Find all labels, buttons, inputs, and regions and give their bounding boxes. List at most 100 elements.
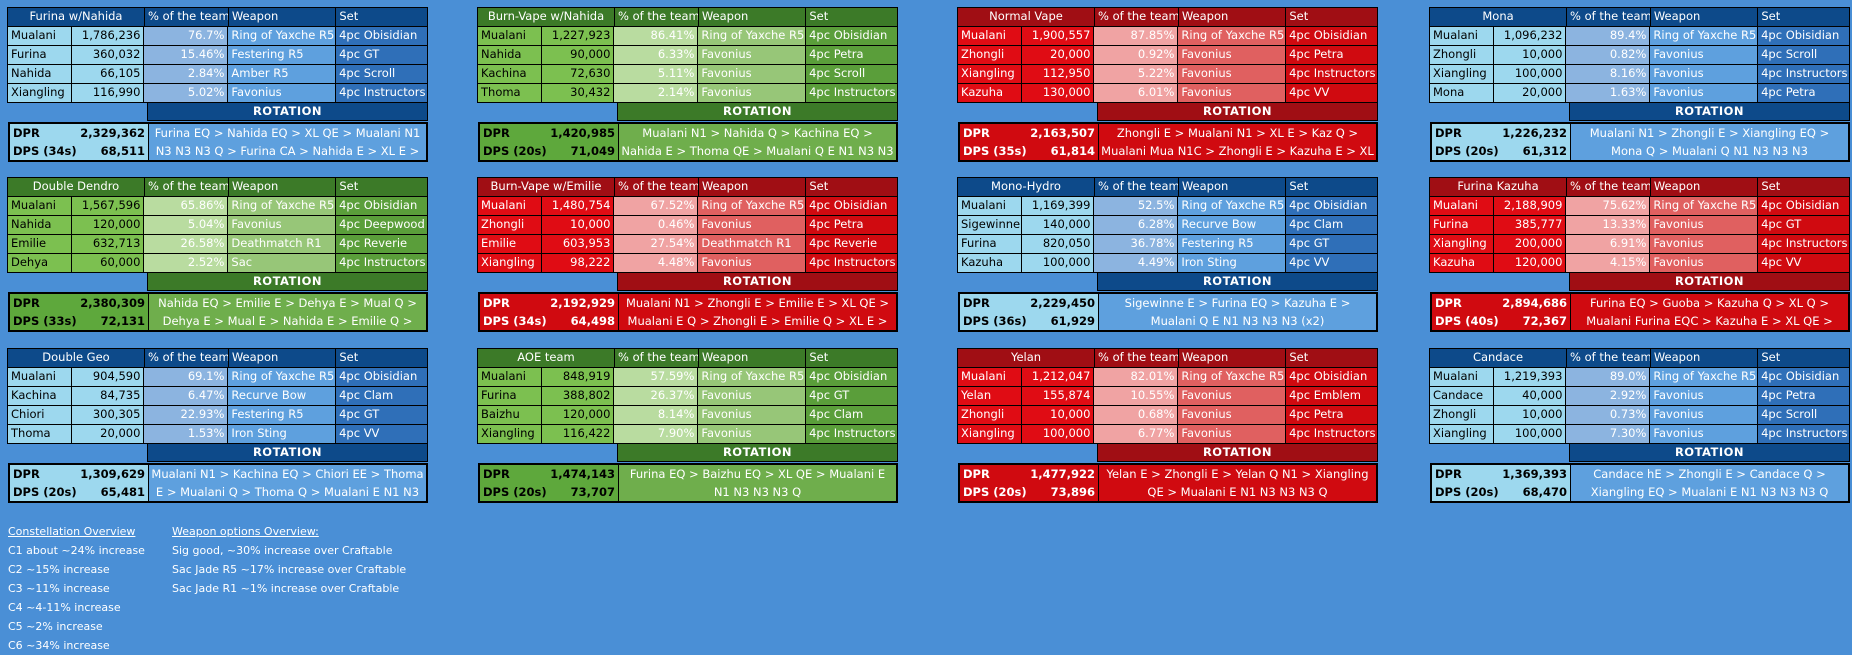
set-cell: 4pc Instructors [1757,64,1850,84]
table-row: Thoma 30,432 2.14% Favonius 4pc Instructors [477,83,898,103]
table-row: Mona 20,000 1.63% Favonius 4pc Petra [1429,83,1850,103]
header-weapon: Weapon [697,7,807,27]
set-cell: 4pc GT [1757,215,1850,235]
dpr-label: DPR [483,467,510,481]
team-percent: 67.52% [613,196,699,216]
team-percent: 2.14% [613,83,699,103]
team-percent: 7.90% [613,424,699,444]
table-row: Furina 360,032 15.46% Festering R5 4pc GT [7,45,428,65]
weapon-cell: Favonius [697,45,807,65]
header-percent: % of the team [614,7,699,27]
table-row: Mualani 2,188,909 75.62% Ring of Yaxche R5 4… [1429,196,1850,216]
panel-header-row: Double Dendro% of the team Weapon Set [7,177,429,197]
table-row: Kazuha 130,000 6.01% Favonius 4pc VV [957,83,1378,103]
team-percent: 5.04% [143,215,229,235]
character-damage: 90,000 [541,45,615,65]
set-cell: 4pc Instructors [805,253,898,273]
dps-label: DPS (36s) [963,314,1027,328]
table-row: Furina 388,802 26.37% Favonius 4pc GT [477,386,898,406]
team-name: Candace [1429,348,1568,368]
table-row: Mualani 1,480,754 67.52% Ring of Yaxche R5 4… [477,196,898,216]
header-set: Set [805,7,899,27]
panel-header-row: Normal Vape% of the team Weapon Set [957,7,1379,27]
weapon-cell: Ring of Yaxche R5 [227,367,337,387]
team-percent: 1.63% [1565,83,1651,103]
rotation-text: Yelan E > Zhongli E > Yelan Q N1 > Xiang… [1099,465,1376,501]
team-panel: Double Geo% of the team Weapon Set Mualani 9… [7,348,429,503]
character-name: Mualani [477,196,543,216]
team-percent: 65.86% [143,196,229,216]
header-set: Set [1757,7,1851,27]
character-name: Mualani [957,196,1023,216]
rotation-header: ROTATION [1097,102,1378,121]
dps-label: DPS (20s) [963,485,1027,499]
header-percent: % of the team [1094,7,1179,27]
weapon-cell: Favonius [1177,386,1287,406]
rotation-header: ROTATION [617,443,898,462]
character-damage: 20,000 [1021,45,1095,65]
character-damage: 10,000 [1493,45,1567,65]
header-percent: % of the team [1566,7,1651,27]
set-cell: 4pc Petra [1285,45,1378,65]
character-name: Xiangling [7,83,73,103]
team-percent: 75.62% [1565,196,1651,216]
table-row: Mualani 1,900,557 87.85% Ring of Yaxche R5 4… [957,26,1378,46]
header-weapon: Weapon [227,348,337,368]
team-percent: 26.58% [143,234,229,254]
character-name: Nahida [7,64,73,84]
rotation-text: Mualani N1 > Kachina EQ > Chiori EE > Th… [149,465,426,501]
table-row: Yelan 155,874 10.55% Favonius 4pc Emblem [957,386,1378,406]
team-percent: 6.01% [1093,83,1179,103]
team-percent: 6.28% [1093,215,1179,235]
weapon-cell: Favonius [1177,64,1287,84]
weapon-cell: Favonius [1177,83,1287,103]
weapon-cell: Recurve Bow [1177,215,1287,235]
rotation-text: Nahida EQ > Emilie E > Dehya E > Mual Q … [149,294,426,330]
character-damage: 130,000 [1021,83,1095,103]
team-panel: Candace% of the team Weapon Set Mualani 1,21… [1429,348,1851,503]
table-row: Xiangling 200,000 6.91% Favonius 4pc Instruc… [1429,234,1850,254]
character-damage: 20,000 [71,424,145,444]
character-damage: 100,000 [1021,253,1095,273]
header-percent: % of the team [144,348,229,368]
set-cell: 4pc Petra [1757,83,1850,103]
team-percent: 89.0% [1565,367,1651,387]
set-cell: 4pc GT [335,45,428,65]
character-name: Furina [1429,215,1495,235]
character-name: Nahida [477,45,543,65]
dps-value: 68,470 [1522,485,1567,499]
rotation-text: Sigewinne E > Furina EQ > Kazuha E > Mua… [1099,294,1376,330]
panel-header-row: Furina Kazuha% of the team Weapon Set [1429,177,1851,197]
team-panel: Mono-Hydro% of the team Weapon Set Mualani 1… [957,177,1379,332]
set-cell: 4pc Petra [805,45,898,65]
constellation-line: C4 ~4-11% increase [8,601,121,614]
team-name: Double Geo [7,348,146,368]
set-cell: 4pc Obisidian [335,367,428,387]
character-name: Zhongli [1429,45,1495,65]
weapon-cell: Favonius [1649,45,1759,65]
dpr-value: 2,192,929 [550,296,615,310]
weapon-cell: Favonius [1649,234,1759,254]
results-block: DPR 2,329,362 DPS (34s) 68,511 Furina EQ > N… [8,122,428,162]
set-cell: 4pc VV [1285,83,1378,103]
weapon-cell: Ring of Yaxche R5 [697,26,807,46]
constellation-line: C6 ~34% increase [8,639,110,652]
dpr-label: DPR [13,126,40,140]
character-name: Dehya [7,253,73,273]
weapon-cell: Ring of Yaxche R5 [1177,367,1287,387]
header-set: Set [805,177,899,197]
header-weapon: Weapon [1177,7,1287,27]
team-percent: 15.46% [143,45,229,65]
weapon-cell: Favonius [697,386,807,406]
team-percent: 0.82% [1565,45,1651,65]
team-percent: 6.91% [1565,234,1651,254]
set-cell: 4pc Obisidian [1757,367,1850,387]
team-percent: 6.47% [143,386,229,406]
table-row: Xiangling 100,000 7.30% Favonius 4pc Instruc… [1429,424,1850,444]
character-damage: 1,786,236 [71,26,145,46]
character-name: Furina [7,45,73,65]
team-percent: 76.7% [143,26,229,46]
character-damage: 60,000 [71,253,145,273]
results-block: DPR 1,226,232 DPS (20s) 61,312 Mualani N1 > … [1430,122,1850,162]
team-percent: 6.77% [1093,424,1179,444]
